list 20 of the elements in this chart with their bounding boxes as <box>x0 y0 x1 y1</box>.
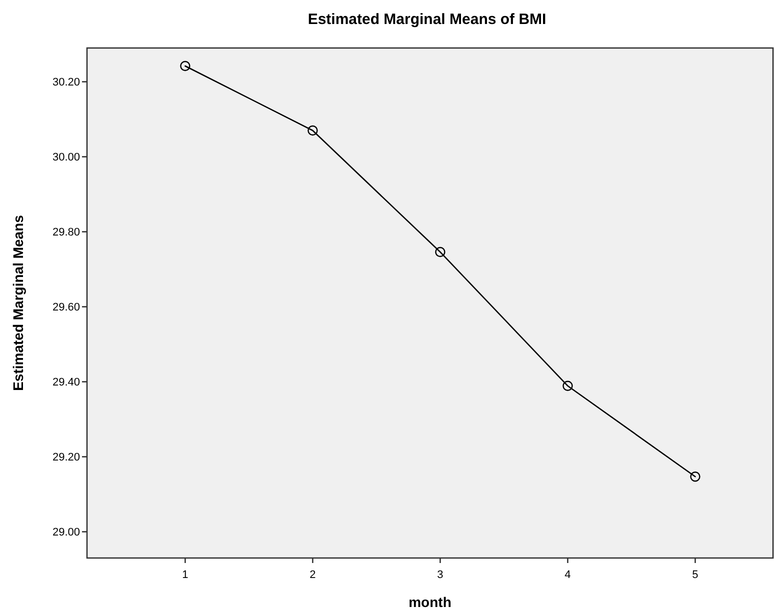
point <box>562 380 573 391</box>
point <box>435 246 446 258</box>
chart-title: Estimated Marginal Means of BMI <box>308 11 546 28</box>
y-axis-title: Estimated Marginal Means <box>10 214 26 391</box>
y-tick-label: 29.00 <box>52 526 80 539</box>
x-tick-label: 2 <box>310 569 316 581</box>
x-tick-label: 4 <box>564 569 571 581</box>
y-tick-label: 29.60 <box>52 302 80 314</box>
x-tick-label: 5 <box>692 569 698 581</box>
x-axis-title: month <box>408 594 452 610</box>
y-tick-label: 29.20 <box>52 452 80 464</box>
y-tick-label: 29.40 <box>52 376 80 389</box>
y-tick-label: 30.00 <box>52 152 80 164</box>
y-tick-label: 30.20 <box>52 76 80 89</box>
point <box>308 125 318 136</box>
y-tick-label: 29.80 <box>52 226 80 239</box>
x-tick-label: 1 <box>182 569 188 581</box>
x-tick-label: 3 <box>437 569 444 581</box>
point <box>180 60 190 72</box>
point <box>690 472 700 482</box>
